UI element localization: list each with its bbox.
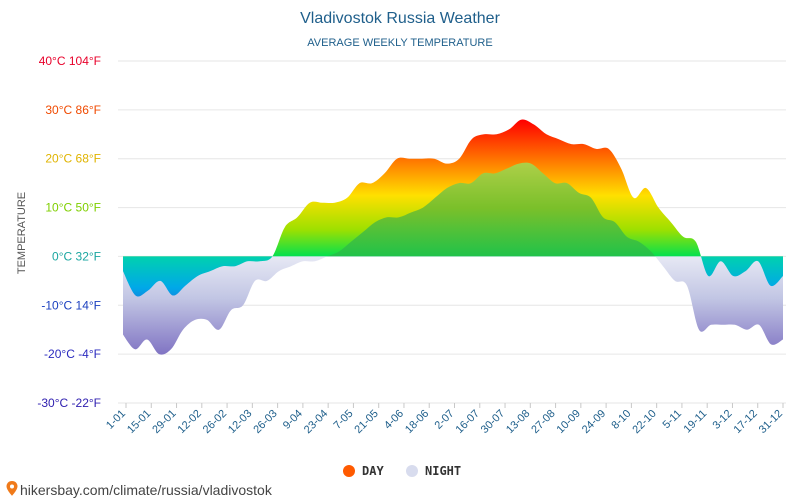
x-tick-label: 30-07 bbox=[479, 408, 507, 436]
x-tick-label: 26-02 bbox=[201, 408, 229, 436]
source-link[interactable]: hikersbay.com/climate/russia/vladivostok bbox=[6, 481, 273, 498]
x-tick-label: 10-09 bbox=[555, 408, 583, 436]
legend-night-marker bbox=[406, 465, 418, 477]
chart-title: Vladivostok Russia Weather bbox=[300, 10, 500, 27]
x-tick-label: 22-10 bbox=[630, 408, 658, 436]
y-axis-ticks: 40°C 104°F 30°C 86°F 20°C 68°F 10°C 50°F 0°C… bbox=[37, 54, 101, 410]
x-tick-label: 21-05 bbox=[352, 408, 380, 436]
x-tick-label: 5-11 bbox=[661, 408, 684, 431]
x-tick-label: 29-01 bbox=[150, 408, 178, 436]
chart-subtitle: AVERAGE WEEKLY TEMPERATURE bbox=[307, 37, 492, 49]
y-axis-label: TEMPERATURE bbox=[16, 192, 28, 274]
y-tick-label: -10°C 14°F bbox=[41, 298, 101, 312]
x-tick-label: 16-07 bbox=[454, 408, 482, 436]
source-url: hikersbay.com/climate/russia/vladivostok bbox=[20, 482, 273, 498]
y-tick-label: -20°C -4°F bbox=[44, 347, 101, 361]
legend-night-label: NIGHT bbox=[425, 464, 461, 478]
legend: DAY NIGHT bbox=[343, 464, 461, 478]
map-pin-icon bbox=[6, 481, 18, 496]
y-tick-label: 30°C 86°F bbox=[45, 103, 101, 117]
x-tick-label: 23-04 bbox=[302, 408, 330, 436]
x-tick-label: 27-08 bbox=[529, 408, 557, 436]
legend-item-day[interactable]: DAY bbox=[343, 464, 384, 478]
plot-areas bbox=[123, 119, 783, 355]
x-tick-label: 19-11 bbox=[682, 408, 710, 436]
x-tick-label: 26-03 bbox=[251, 408, 279, 436]
y-tick-label: 20°C 68°F bbox=[45, 152, 101, 166]
y-tick-label: -30°C -22°F bbox=[37, 396, 101, 410]
y-tick-label: 0°C 32°F bbox=[52, 249, 101, 263]
x-tick-label: 18-06 bbox=[403, 408, 431, 436]
x-tick-label: 15-01 bbox=[125, 408, 153, 436]
day-series-area-below-zero bbox=[123, 256, 783, 297]
legend-day-marker bbox=[343, 465, 355, 477]
y-tick-label: 10°C 50°F bbox=[45, 201, 101, 215]
x-tick-label: 12-02 bbox=[176, 408, 204, 436]
y-tick-label: 40°C 104°F bbox=[39, 54, 101, 68]
x-tick-label: 24-09 bbox=[580, 408, 608, 436]
legend-day-label: DAY bbox=[362, 464, 384, 478]
night-series-area bbox=[123, 162, 783, 257]
x-tick-label: 13-08 bbox=[504, 408, 532, 436]
x-tick-label: 17-12 bbox=[731, 408, 759, 436]
x-tick-label: 31-12 bbox=[757, 408, 785, 436]
legend-item-night[interactable]: NIGHT bbox=[406, 464, 461, 478]
x-tick-label: 12-03 bbox=[226, 408, 254, 436]
